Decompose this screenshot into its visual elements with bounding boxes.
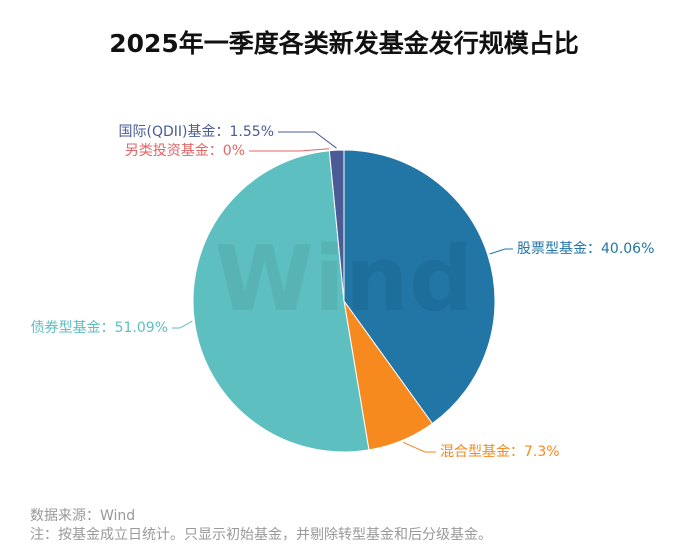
chart-title: 2025年一季度各类新发基金发行规模占比 [109, 29, 579, 58]
pie-slice [192, 150, 370, 453]
label-separator: ： [587, 241, 601, 257]
source: 数据来源：Wind [30, 508, 135, 524]
data-label: 债券型基金：51.09% [31, 319, 168, 336]
label-name: 股票型基金 [517, 240, 587, 257]
watermark: Wind [215, 227, 474, 332]
leader-line [172, 320, 193, 329]
note: 注：按基金成立日统计。只显示初始基金，并剔除转型基金和后分级基金。 [30, 526, 492, 543]
label-name: 另类投资基金 [125, 142, 209, 159]
label-name: 混合型基金 [440, 443, 510, 460]
label-value: 1.55% [230, 124, 274, 140]
label-name: 债券型基金 [31, 319, 101, 336]
leader-line [402, 441, 436, 453]
label-separator: ： [209, 143, 223, 159]
data-label: 股票型基金：40.06% [517, 240, 654, 257]
label-separator: ： [101, 320, 115, 336]
pie-slice [328, 149, 345, 302]
data-label: 国际(QDII)基金：1.55% [119, 123, 274, 140]
leader-line [249, 148, 330, 152]
label-value: 0% [223, 143, 245, 159]
label-name: 国际(QDII)基金 [119, 123, 216, 140]
label-value: 40.06% [601, 241, 654, 257]
label-value: 51.09% [115, 320, 168, 336]
leader-line [278, 131, 337, 149]
pie: 股票型基金：40.06%混合型基金：7.3%债券型基金：51.09%另类投资基金… [31, 123, 655, 460]
leader-line [489, 248, 513, 255]
data-label: 另类投资基金：0% [125, 142, 245, 159]
label-value: 7.3% [524, 444, 560, 460]
pie-slice [343, 149, 496, 425]
label-separator: ： [510, 444, 524, 460]
data-label: 混合型基金：7.3% [440, 443, 560, 460]
label-separator: ： [216, 124, 230, 140]
